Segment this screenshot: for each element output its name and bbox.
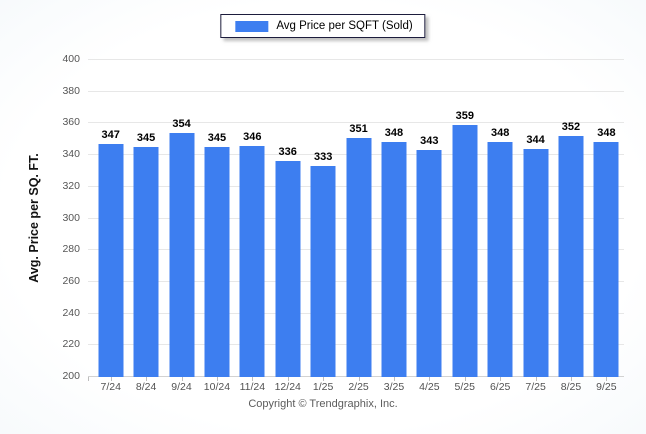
- bar-group: 336 12/24: [270, 60, 305, 393]
- bar-group: 343 4/25: [412, 60, 447, 393]
- x-axis-tick-label: 6/25: [489, 381, 511, 393]
- x-axis-tick-label: 12/24: [274, 381, 301, 393]
- x-axis-tick-label: 8/24: [135, 381, 157, 393]
- bar[interactable]: [593, 142, 619, 377]
- y-axis-tick-label: 200: [62, 370, 80, 382]
- bar-value-label: 346: [243, 130, 262, 143]
- bar[interactable]: [346, 137, 372, 377]
- bar[interactable]: [133, 147, 159, 377]
- x-axis-tick: [464, 377, 466, 381]
- bar[interactable]: [169, 132, 195, 377]
- bar-group: 352 8/25: [553, 60, 588, 393]
- x-axis-tick-label: 5/25: [454, 381, 475, 393]
- bar-group: 351 2/25: [341, 60, 376, 393]
- bar[interactable]: [381, 142, 407, 377]
- bar-value-label: 359: [455, 110, 474, 122]
- bar[interactable]: [452, 125, 478, 377]
- x-axis-tick-label: 8/25: [560, 381, 582, 393]
- y-axis-tick-label: 400: [62, 53, 80, 65]
- bar[interactable]: [204, 147, 230, 377]
- copyright-text: Copyright © Trendgraphix, Inc.: [248, 398, 398, 410]
- bar-group: 348 6/25: [482, 60, 517, 393]
- x-axis-tick: [606, 377, 608, 381]
- y-axis-tick-label: 320: [62, 179, 80, 192]
- y-axis-tick-label: 380: [62, 84, 80, 97]
- legend-swatch-icon: [235, 20, 269, 32]
- x-axis-tick: [358, 377, 360, 381]
- x-axis-tick: [323, 377, 325, 381]
- x-axis-tick: [181, 377, 183, 381]
- bar-value-label: 348: [597, 127, 616, 140]
- x-axis-tick: [88, 377, 89, 381]
- bar[interactable]: [558, 136, 584, 377]
- bar-group: 347 7/24: [93, 60, 128, 393]
- x-axis-tick-label: 11/24: [239, 381, 266, 393]
- y-axis-tick-label: 220: [62, 338, 80, 351]
- bar-value-label: 345: [136, 132, 156, 145]
- x-axis-tick: [535, 377, 537, 381]
- x-axis-tick-label: 3/25: [383, 381, 405, 393]
- x-axis-tick-label: 7/25: [525, 381, 546, 393]
- x-axis-tick-label: 7/24: [100, 381, 121, 393]
- bar-value-label: 348: [384, 127, 404, 140]
- legend[interactable]: Avg Price per SQFT (Sold): [220, 14, 426, 38]
- gridline: [88, 122, 624, 124]
- bar-group: 333 1/25: [305, 60, 340, 393]
- bar-value-label: 352: [561, 121, 581, 134]
- bar-value-label: 347: [101, 129, 120, 142]
- x-axis-tick-label: 2/25: [348, 381, 369, 393]
- y-axis-tick-label: 340: [62, 148, 80, 161]
- legend-label: Avg Price per SQFT (Sold): [276, 20, 413, 32]
- y-axis-title: Avg. Price per SQ. FT.: [27, 153, 41, 283]
- plot-area: 200 220 240 260 280 300 320 340 360 380 400 347 7/2…: [62, 53, 624, 393]
- bar[interactable]: [98, 144, 124, 377]
- x-axis-tick: [146, 377, 148, 381]
- bar[interactable]: [239, 145, 265, 377]
- gridline: [88, 90, 624, 92]
- bar-group: 344 7/25: [518, 60, 553, 393]
- bar-value-label: 354: [172, 117, 191, 130]
- bar-value-label: 333: [313, 151, 333, 164]
- y-axis-tick-label: 360: [62, 116, 80, 129]
- bar-group: 345 10/24: [199, 60, 234, 393]
- bar-group: 354 9/24: [164, 60, 199, 393]
- x-axis-tick: [110, 377, 112, 381]
- x-axis-tick: [500, 377, 502, 381]
- bar-group: 348 3/25: [376, 60, 411, 393]
- x-axis-tick-label: 9/24: [171, 381, 192, 393]
- y-axis-tick-label: 240: [62, 306, 80, 319]
- x-axis-tick: [252, 377, 254, 381]
- bar-value-label: 344: [526, 133, 545, 146]
- bar[interactable]: [275, 161, 301, 377]
- y-axis-tick-label: 260: [62, 274, 80, 287]
- bar-group: 345 8/24: [128, 60, 163, 393]
- bar-group: 359 5/25: [447, 60, 482, 393]
- x-axis-tick-label: 10/24: [203, 381, 231, 393]
- x-axis-tick: [216, 377, 218, 381]
- bar-value-label: 345: [207, 132, 227, 145]
- bar-group: 348 9/25: [589, 60, 624, 393]
- y-axis-tick-label: 280: [62, 243, 80, 256]
- bar[interactable]: [416, 150, 442, 377]
- x-axis-tick-label: 1/25: [312, 381, 334, 393]
- x-axis-tick-label: 9/25: [596, 381, 617, 393]
- bar-group: 346 11/24: [235, 60, 270, 393]
- bar-value-label: 343: [420, 135, 439, 148]
- gridline: [88, 59, 624, 60]
- x-axis-tick-label: 4/25: [419, 381, 440, 393]
- y-axis-tick-label: 300: [62, 211, 80, 224]
- x-axis-tick: [287, 377, 289, 381]
- bar[interactable]: [487, 142, 513, 377]
- x-axis-tick: [393, 377, 395, 381]
- x-axis-tick: [429, 377, 431, 381]
- bar[interactable]: [310, 166, 336, 377]
- bars-layer: 347 7/24 345 8/24 354 9/24 345 10/24 346 11/24 336…: [93, 60, 624, 393]
- x-axis-tick: [570, 377, 572, 381]
- bar-value-label: 348: [490, 127, 510, 140]
- bar-value-label: 351: [349, 122, 368, 135]
- bar-value-label: 336: [278, 146, 297, 159]
- bar[interactable]: [523, 148, 549, 377]
